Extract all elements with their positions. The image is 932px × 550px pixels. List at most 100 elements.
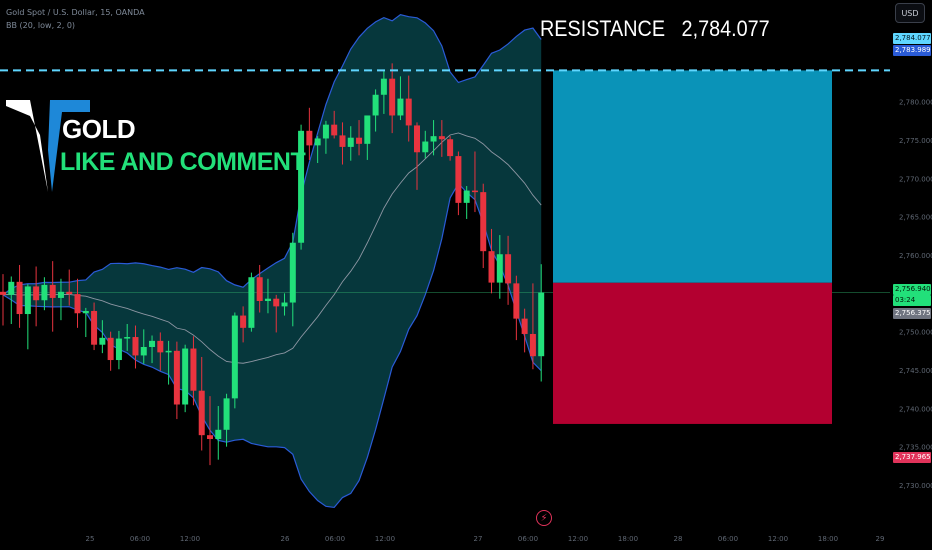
candle-body: [347, 137, 354, 147]
candle-body: [107, 337, 114, 361]
candle-body: [405, 98, 412, 126]
brand-logo-blue: [48, 100, 90, 192]
candle-body: [132, 337, 139, 356]
candle-body: [99, 337, 106, 345]
currency-button[interactable]: USD: [895, 3, 925, 23]
indicator-legend: BB (20, low, 2, 0): [6, 21, 76, 30]
x-tick-label: 12:00: [375, 535, 395, 543]
candle-body: [538, 292, 545, 357]
candle-body: [24, 286, 31, 315]
candle-body: [231, 315, 238, 399]
y-tick-label: 2,750.000: [899, 329, 932, 337]
candle-body: [74, 294, 81, 314]
x-tick-label: 06:00: [130, 535, 150, 543]
candle-body: [364, 115, 371, 144]
resistance-label: RESISTANCE 2,784.077: [540, 16, 770, 41]
candle-body: [173, 350, 180, 405]
stop-price-tag: 2,737.965: [893, 452, 931, 463]
candle-body: [380, 78, 387, 95]
upper-band-price-tag: 2,783.989: [893, 45, 931, 56]
candle-body: [190, 348, 197, 391]
candle-body: [240, 315, 247, 328]
x-tick-label: 06:00: [718, 535, 738, 543]
x-tick-label: 06:00: [518, 535, 538, 543]
countdown-tag: 03:24: [893, 295, 931, 306]
candle-body: [157, 340, 164, 353]
y-tick-label: 2,780.000: [899, 99, 932, 107]
candle-body: [505, 254, 512, 284]
candle-body: [124, 337, 131, 339]
candle-body: [49, 284, 56, 298]
brand-subtitle: LIKE AND COMMENT: [60, 148, 306, 176]
candle-body: [264, 298, 271, 301]
entry-price-tag: 2,756.375: [893, 308, 931, 319]
candle-body: [41, 284, 48, 301]
candle-body: [182, 348, 189, 405]
lightning-icon[interactable]: ⚡: [536, 510, 552, 526]
x-tick-label: 18:00: [818, 535, 838, 543]
x-tick-label: 25: [86, 535, 95, 543]
y-tick-label: 2,730.000: [899, 482, 932, 490]
candle-body: [322, 124, 329, 139]
candle-body: [115, 338, 122, 361]
candle-body: [281, 302, 288, 307]
candle-body: [66, 291, 73, 295]
candle-body: [33, 286, 40, 301]
candle-body: [438, 136, 445, 140]
candle-body: [463, 190, 470, 203]
candle-body: [372, 94, 379, 116]
y-tick-label: 2,740.000: [899, 405, 932, 413]
target-zone-box: [553, 70, 832, 283]
x-tick-label: 12:00: [568, 535, 588, 543]
candle-body: [529, 333, 536, 357]
candle-body: [207, 435, 213, 439]
y-tick-label: 2,735.000: [899, 444, 932, 452]
candle-body: [488, 251, 495, 283]
candle-body: [273, 298, 280, 307]
candle-body: [389, 78, 396, 116]
x-tick-label: 28: [674, 535, 683, 543]
candle-body: [223, 398, 230, 430]
candle-body: [289, 242, 296, 303]
bollinger-basis-line: [2, 132, 542, 364]
candle-body: [140, 347, 147, 356]
candle-body: [256, 277, 263, 301]
y-tick-label: 2,745.000: [899, 367, 932, 375]
candle-body: [496, 254, 503, 283]
candle-body: [339, 135, 346, 147]
candle-body: [149, 340, 156, 347]
brand-title: GOLD: [62, 114, 136, 144]
y-tick-label: 2,765.000: [899, 214, 932, 222]
x-tick-label: 12:00: [768, 535, 788, 543]
candle-body: [198, 390, 205, 436]
y-tick-label: 2,760.000: [899, 252, 932, 260]
candle-body: [447, 139, 454, 157]
candle-body: [422, 141, 429, 153]
symbol-info: Gold Spot / U.S. Dollar, 15, OANDA: [6, 8, 145, 17]
candle-body: [513, 283, 520, 319]
candle-body: [82, 310, 89, 314]
x-tick-label: 18:00: [618, 535, 638, 543]
candle-body: [8, 281, 15, 295]
candle-body: [298, 130, 305, 243]
x-tick-label: 26: [281, 535, 290, 543]
candle-body: [521, 318, 528, 334]
x-tick-label: 29: [876, 535, 885, 543]
candle-body: [57, 291, 64, 298]
candle-body: [455, 156, 462, 203]
x-tick-label: 12:00: [180, 535, 200, 543]
candle-body: [480, 192, 487, 252]
resistance-price-tag: 2,784.077: [893, 33, 931, 44]
candle-body: [165, 350, 172, 353]
candle-body: [16, 281, 23, 315]
x-tick-label: 06:00: [325, 535, 345, 543]
x-tick-label: 27: [474, 535, 483, 543]
candle-body: [430, 136, 437, 142]
candle-body: [215, 429, 222, 439]
brand-logo-white: [6, 100, 48, 192]
candle-body: [397, 98, 404, 116]
candle-body: [331, 124, 338, 136]
candle-body: [414, 125, 420, 153]
candle-body: [306, 130, 313, 146]
